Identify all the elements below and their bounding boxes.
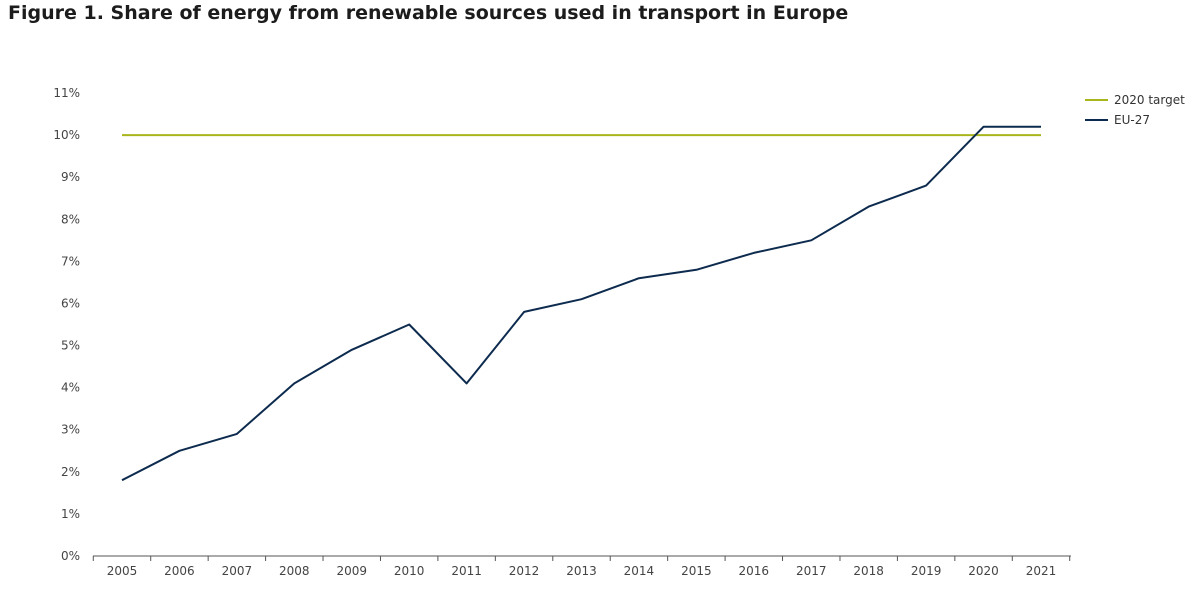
x-tick-label: 2017 (796, 564, 827, 578)
y-axis: 0% 1% 2% 3% 4% 5% 6% 7% 8% 9% 10% 11% (53, 86, 80, 563)
x-axis: 2005 2006 2007 2008 2009 2010 2011 2012 2013 2014… (92, 556, 1071, 578)
x-tick-label: 2019 (911, 564, 942, 578)
y-tick-label: 1% (61, 507, 80, 521)
x-tick-label: 2006 (164, 564, 195, 578)
legend-label-2020-target: 2020 target (1114, 93, 1185, 107)
y-tick-label: 8% (61, 212, 80, 226)
x-tick-label: 2021 (1026, 564, 1057, 578)
x-tick-label: 2008 (279, 564, 310, 578)
x-tick-label: 2011 (451, 564, 482, 578)
chart-title: Figure 1. Share of energy from renewable… (8, 2, 849, 24)
x-tick-label: 2020 (968, 564, 999, 578)
y-tick-label: 11% (53, 86, 80, 100)
x-tick-label: 2009 (336, 564, 367, 578)
x-tick-label: 2016 (739, 564, 770, 578)
y-tick-label: 2% (61, 465, 80, 479)
series-line-eu-27 (121, 125, 1041, 482)
y-tick-label: 3% (61, 423, 80, 437)
y-tick-label: 10% (53, 128, 80, 142)
y-tick-label: 6% (61, 296, 80, 310)
y-tick-label: 9% (61, 170, 80, 184)
x-tick-label: 2010 (394, 564, 425, 578)
y-tick-label: 0% (61, 549, 80, 563)
y-tick-label: 4% (61, 381, 80, 395)
x-tick-label: 2013 (566, 564, 597, 578)
plot-area (121, 125, 1041, 482)
y-tick-label: 7% (61, 254, 80, 268)
x-tick-label: 2007 (222, 564, 253, 578)
legend: 2020 target EU-27 (1085, 93, 1185, 127)
x-tick-label: 2015 (681, 564, 712, 578)
x-tick-label: 2018 (853, 564, 884, 578)
x-tick-label: 2012 (509, 564, 540, 578)
legend-label-eu-27: EU-27 (1114, 113, 1150, 127)
x-tick-label: 2005 (107, 564, 138, 578)
y-tick-label: 5% (61, 339, 80, 353)
x-tick-label: 2014 (624, 564, 655, 578)
